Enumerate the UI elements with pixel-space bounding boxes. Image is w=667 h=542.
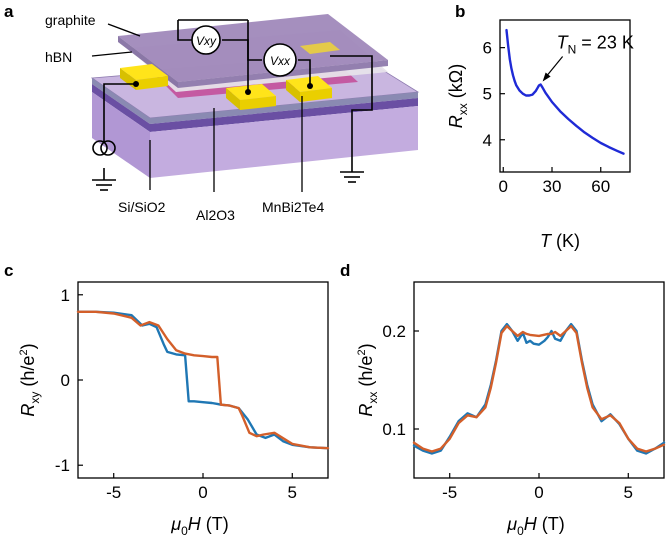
substrate-front [92,92,150,178]
vxy-label: Vxy [196,34,217,48]
panel-label-a: a [4,2,14,21]
series-line-sweep-up [76,310,330,450]
y-tick-label: 0.1 [382,420,406,439]
y-axis-title: Rxx(h/e2) [356,343,380,416]
substrate-side [150,106,418,178]
plot-frame-b [499,19,631,173]
x-axis-title: μ0H (T) [506,514,565,538]
contact-2-face [226,88,240,110]
vxx-meter [263,43,297,77]
panel-label-b: b [455,2,465,21]
current-source-icon [92,140,116,191]
panel-b: b 0 30 60 4 5 6 T (K) Rxx(kΩ) TN = 23 K [446,2,634,251]
sio2-layer-front [92,84,150,132]
plot-frame-c [77,281,329,479]
contact-dots [133,81,313,95]
contact-dot-1 [133,81,139,87]
si-sio2-label: Si/SiO2 [118,199,166,215]
x-tick-label: 0 [499,177,508,196]
y-tick-label: 0 [61,371,70,390]
vxx-label: Vxx [270,54,291,68]
graphite-top [118,14,388,82]
contact-3-side [300,88,332,102]
y-tick-label: 1 [61,286,70,305]
series-line-rxx [505,28,625,155]
series-line-sweep-up [412,324,666,453]
contact-2-side [240,96,276,110]
x-axis-title: μ0H (T) [170,514,229,538]
al2o3-layer [92,78,418,124]
plot-frame-d [413,281,665,479]
contact-4 [300,42,340,54]
device-schematic: a [4,2,420,223]
al2o3-label: Al2O3 [196,207,235,223]
contact-1 [120,64,168,80]
x-tick-label: -5 [106,483,121,502]
mnbi2te4-label: MnBi2Te4 [262,199,324,215]
x-tick-label: 30 [543,177,562,196]
x-tick-label: 0 [534,483,543,502]
annotation-arrowhead [542,72,551,82]
annotation-tn: TN = 23 K [557,32,634,56]
x-tick-label: 60 [591,177,610,196]
gold-contacts [120,42,340,110]
panel-label-d: d [340,261,350,280]
y-tick-label: 6 [483,39,492,58]
vxy-meter [191,25,221,55]
series-line-sweep-down [76,310,330,450]
y-tick-label: -1 [55,456,70,475]
contact-dot-2 [245,89,251,95]
y-tick-label: 5 [483,85,492,104]
ground-icon [340,171,364,183]
y-axis-title: Rxy(h/e2) [18,343,42,416]
y-tick-label: 0.2 [382,322,406,341]
x-tick-label: 5 [624,483,633,502]
leader-lines [91,23,303,192]
contact-3-face [286,80,300,102]
x-tick-label: 0 [198,483,207,502]
x-tick-label: 5 [288,483,297,502]
contact-1-side [136,76,168,90]
graphite-label: graphite [45,12,96,28]
sio2-layer-side [150,98,418,132]
hbn-label: hBN [45,49,72,65]
y-tick-label: 4 [483,131,492,150]
panel-label-c: c [4,261,13,280]
x-tick-label: -5 [442,483,457,502]
y-axis-title: Rxx(kΩ) [446,64,470,128]
x-axis-title: T (K) [540,231,580,251]
panel-d: d -5 0 5 0.1 0.2 μ0H (T) Rxx(h/e2) [340,261,666,538]
contact-dot-3 [307,83,313,89]
panel-c: c -5 0 5 -1 0 1 μ0H (T) Rxy(h/e2) [4,261,330,538]
